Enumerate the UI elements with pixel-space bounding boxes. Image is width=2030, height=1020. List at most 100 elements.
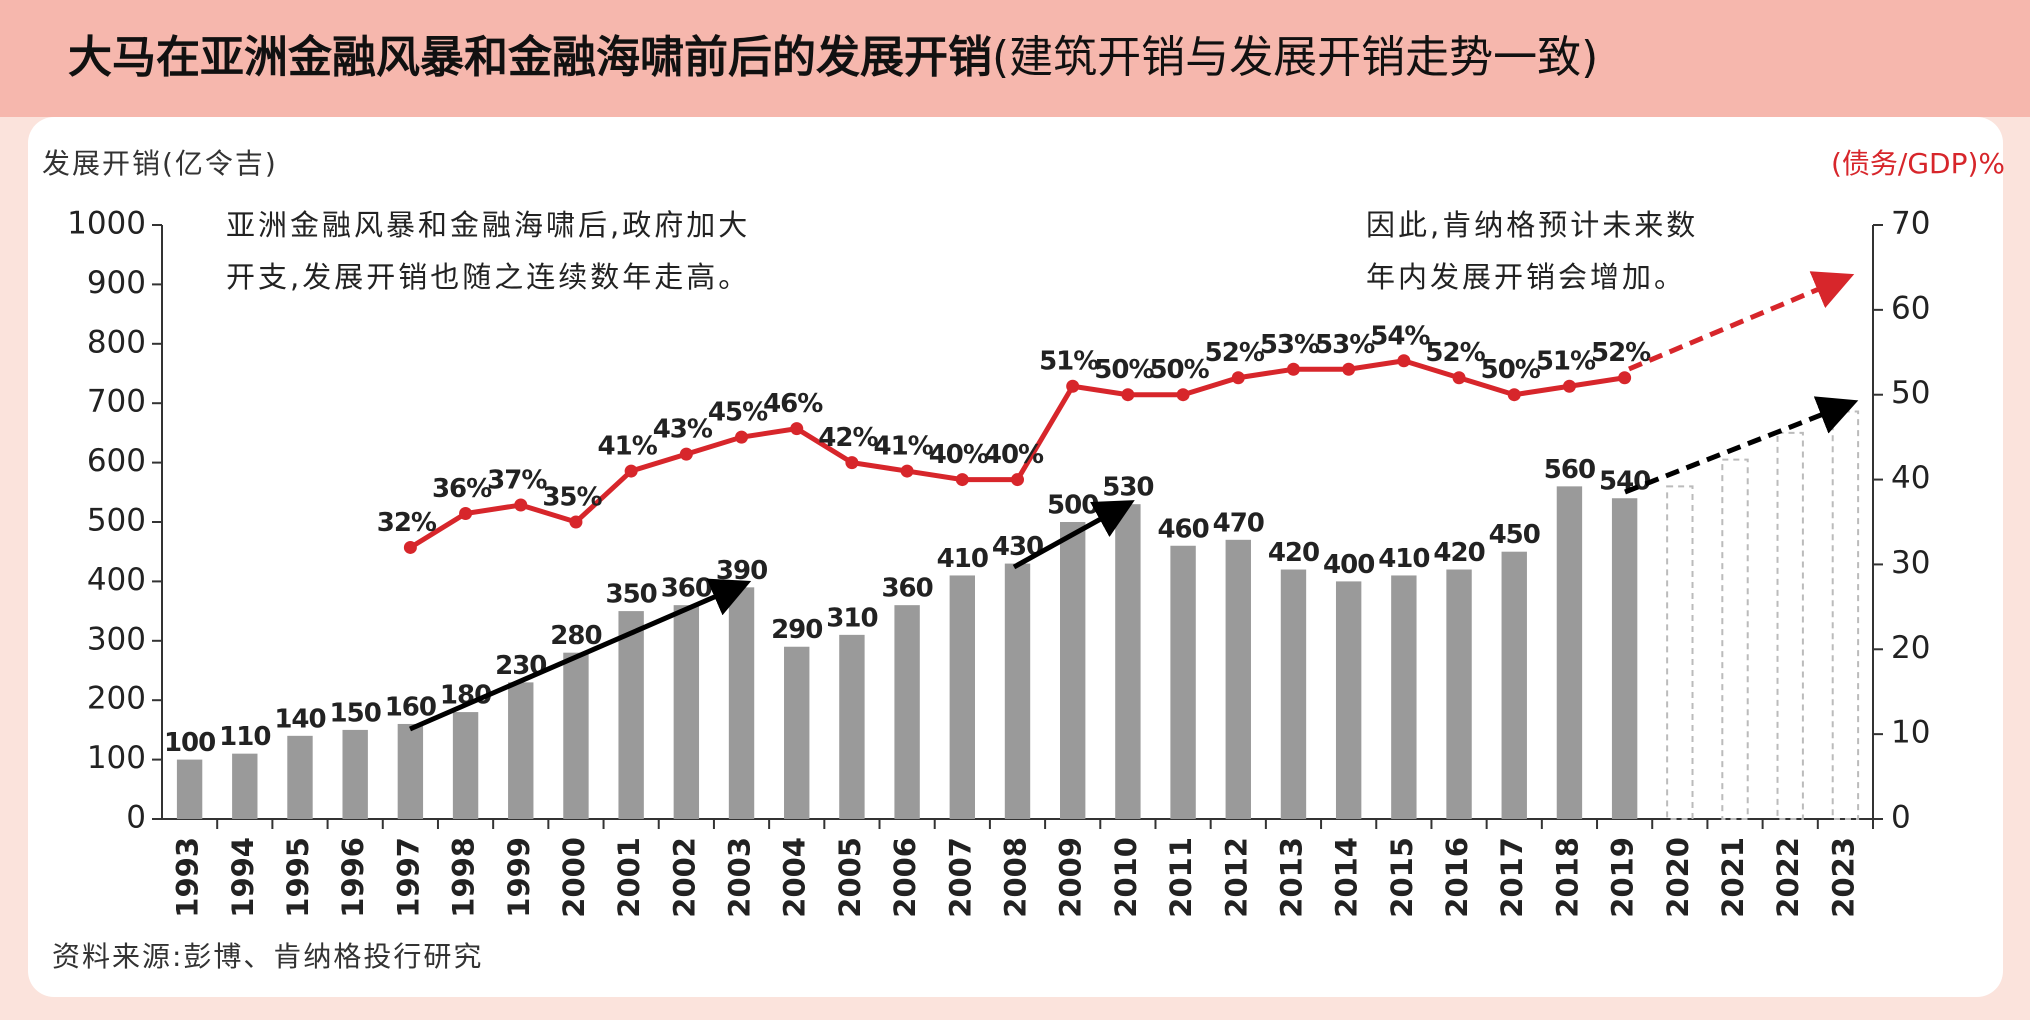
bar — [1115, 504, 1141, 819]
bar — [784, 646, 810, 819]
data-label: 150 — [330, 698, 381, 728]
x-tick-label: 1996 — [336, 837, 370, 918]
debt-label: 51% — [1536, 347, 1596, 377]
y2-tick-label: 60 — [1891, 290, 1930, 326]
data-label: 290 — [771, 615, 822, 645]
subtitle: (建筑开销与发展开销走势一致) — [992, 32, 1598, 83]
y2-tick-label: 50 — [1891, 375, 1930, 411]
annotation: 开支,发展开销也随之连续数年走高。 — [226, 260, 750, 294]
debt-point — [1066, 379, 1080, 393]
debt-point — [1011, 473, 1024, 487]
debt-label: 53% — [1315, 330, 1375, 360]
data-label: 460 — [1157, 514, 1208, 544]
bar — [949, 575, 976, 819]
debt-label: 36% — [432, 474, 492, 504]
debt-label: 32% — [377, 508, 437, 538]
bar — [1556, 486, 1583, 819]
bar — [1004, 563, 1031, 819]
forecast-bar — [1721, 458, 1749, 820]
chart-title: 大马在亚洲金融风暴和金融海啸前后的发展开销(建筑开销与发展开销走势一致) — [68, 32, 1598, 83]
x-tick-label: 2001 — [612, 837, 646, 918]
title: 大马在亚洲金融风暴和金融海啸前后的发展开销 — [68, 32, 992, 83]
debt-label: 43% — [653, 415, 713, 445]
x-tick-label: 1994 — [226, 837, 260, 918]
debt-label: 40% — [984, 440, 1044, 470]
debt-point — [403, 540, 417, 554]
x-tick-label: 1998 — [447, 837, 481, 918]
debt-label: 45% — [708, 398, 768, 428]
y-tick-label: 800 — [87, 324, 146, 360]
x-tick-label: 1997 — [391, 837, 425, 918]
x-tick-label: 2003 — [723, 837, 757, 918]
debt-point — [735, 430, 749, 444]
bar — [287, 735, 313, 819]
bar — [1611, 498, 1638, 819]
bar — [1170, 545, 1196, 819]
title-band — [0, 0, 2030, 117]
data-label: 360 — [881, 574, 932, 604]
bar — [176, 759, 203, 819]
debt-point — [1562, 379, 1576, 393]
bar — [839, 634, 865, 819]
y-tick-label: 900 — [87, 265, 146, 301]
data-label: 100 — [164, 728, 215, 758]
bar — [1446, 569, 1472, 819]
debt-point — [1618, 371, 1632, 385]
bar — [1501, 551, 1527, 819]
x-tick-label: 1993 — [171, 837, 205, 918]
bar — [452, 712, 479, 819]
debt-point — [514, 498, 528, 512]
data-label: 420 — [1433, 538, 1484, 568]
y-tick-label: 1000 — [67, 206, 146, 242]
y-tick-label: 100 — [87, 740, 146, 776]
debt-point — [1507, 388, 1521, 402]
debt-point — [624, 464, 638, 478]
trend-arrow — [409, 578, 752, 732]
data-label: 160 — [385, 692, 436, 722]
forecast-bar — [1666, 485, 1694, 820]
annotation: 亚洲金融风暴和金融海啸后,政府加大 — [226, 208, 750, 242]
source: 资料来源:彭博、肯纳格投行研究 — [52, 940, 483, 973]
y-tick-label: 700 — [87, 384, 146, 420]
debt-label: 40% — [929, 440, 989, 470]
bar — [1335, 581, 1362, 819]
debt-label: 52% — [1425, 338, 1485, 368]
debt-label: 51% — [1039, 347, 1099, 377]
data-label: 470 — [1213, 508, 1264, 538]
x-tick-label: 2016 — [1440, 837, 1474, 918]
y2-tick-label: 30 — [1891, 545, 1930, 581]
forecast-arrow — [1624, 396, 1859, 495]
x-tick-label: 2005 — [833, 837, 867, 918]
debt-label: 42% — [818, 423, 878, 453]
debt-point — [955, 473, 969, 487]
data-label: 420 — [1268, 538, 1319, 568]
y2-tick-label: 40 — [1891, 460, 1930, 496]
y2-tick-label: 20 — [1891, 630, 1930, 666]
data-label: 560 — [1544, 455, 1595, 485]
debt-point — [1121, 388, 1135, 402]
x-tick-label: 2023 — [1826, 837, 1860, 918]
debt-point — [1452, 371, 1466, 385]
debt-point — [845, 456, 859, 470]
debt-label: 53% — [1260, 330, 1320, 360]
data-label: 410 — [1378, 544, 1429, 574]
debt-point — [679, 447, 693, 461]
debt-label: 50% — [1094, 355, 1154, 385]
forecast-bar — [1776, 431, 1804, 820]
x-tick-label: 2006 — [888, 837, 922, 918]
debt-point — [1397, 354, 1411, 368]
bar — [1225, 539, 1251, 819]
debt-point — [1286, 362, 1300, 376]
data-label: 280 — [550, 621, 601, 651]
debt-point — [1342, 362, 1356, 376]
y2-tick-label: 10 — [1891, 715, 1930, 751]
x-tick-label: 2013 — [1274, 837, 1308, 918]
debt-label: 41% — [873, 432, 933, 462]
x-tick-label: 1999 — [502, 837, 536, 918]
bar — [1280, 569, 1307, 819]
y-tick-label: 200 — [87, 681, 146, 717]
x-tick-label: 2020 — [1661, 837, 1695, 918]
x-tick-label: 2011 — [1164, 837, 1198, 918]
bar — [1059, 522, 1086, 819]
debt-point — [459, 507, 473, 521]
